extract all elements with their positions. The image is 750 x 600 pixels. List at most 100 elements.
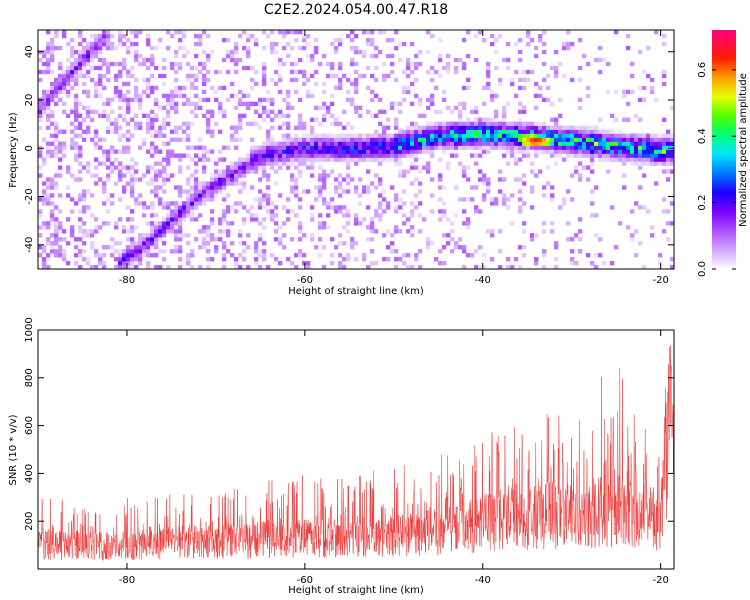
heatmap-cell	[270, 161, 275, 166]
heatmap-cell	[298, 117, 303, 122]
heatmap-cell	[394, 157, 399, 162]
heatmap-cell	[554, 69, 559, 75]
heatmap-cell	[542, 61, 547, 67]
heatmap-cell	[278, 165, 283, 170]
heatmap-cell	[326, 205, 331, 210]
heatmap-cell	[222, 213, 227, 218]
heatmap-cell	[158, 169, 163, 174]
heatmap-cell	[322, 117, 327, 122]
heatmap-cell	[538, 33, 543, 39]
heatmap-cell	[118, 217, 123, 222]
heatmap-cell	[178, 233, 183, 238]
heatmap-cell	[638, 49, 643, 55]
heatmap-cell	[230, 165, 235, 170]
heatmap-cell	[494, 37, 499, 43]
heatmap-cell	[578, 173, 583, 178]
heatmap-cell	[306, 157, 311, 162]
heatmap-cell	[518, 37, 523, 43]
heatmap-x-ticks: -80 -60 -40 -20	[119, 30, 669, 286]
heatmap-cell	[402, 201, 407, 206]
heatmap-cell	[82, 205, 87, 210]
heatmap-cell	[590, 213, 595, 218]
heatmap-cell	[326, 225, 331, 230]
heatmap-cell	[42, 161, 47, 166]
heatmap-cell	[202, 77, 207, 83]
heatmap-cell	[358, 105, 363, 111]
heatmap-cell	[122, 145, 127, 150]
heatmap-cell	[266, 141, 271, 146]
heatmap-cell	[302, 145, 307, 150]
heatmap-cell	[318, 189, 323, 194]
heatmap-cell	[334, 73, 339, 79]
heatmap-cell	[270, 125, 275, 130]
heatmap-cell	[146, 233, 151, 238]
heatmap-cell	[58, 45, 63, 51]
heatmap-cell	[346, 121, 351, 126]
heatmap-cell	[474, 153, 479, 158]
heatmap-cell	[514, 129, 519, 134]
heatmap-cell	[482, 37, 487, 43]
heatmap-cell	[438, 125, 443, 130]
heatmap-cell	[326, 105, 331, 111]
heatmap-cell	[230, 53, 235, 59]
heatmap-cell	[114, 61, 119, 67]
heatmap-cell	[190, 81, 195, 87]
heatmap-cell	[506, 265, 511, 270]
heatmap-cell	[574, 165, 579, 170]
heatmap-cell	[182, 189, 187, 194]
heatmap-cell	[170, 33, 175, 39]
heatmap-cell	[374, 229, 379, 234]
heatmap-cell	[494, 93, 499, 99]
heatmap-cell	[162, 257, 167, 262]
heatmap-cell	[578, 217, 583, 222]
heatmap-cell	[58, 97, 63, 103]
y-tick-label: 20	[24, 94, 35, 107]
heatmap-cell	[222, 169, 227, 174]
heatmap-cell	[354, 137, 359, 142]
heatmap-cell	[86, 93, 91, 99]
heatmap-cell	[654, 145, 659, 150]
heatmap-cell	[166, 97, 171, 103]
heatmap-cell	[454, 137, 459, 142]
heatmap-cell	[282, 205, 287, 210]
heatmap-cell	[490, 33, 495, 39]
heatmap-cell	[518, 157, 523, 162]
heatmap-cell	[138, 101, 143, 107]
heatmap-cell	[138, 245, 143, 250]
heatmap-cell	[246, 49, 251, 55]
heatmap-cell	[442, 133, 447, 138]
heatmap-cell	[262, 97, 267, 103]
x-tick-label: -40	[475, 575, 491, 586]
heatmap-cell	[398, 205, 403, 210]
heatmap-cell	[50, 217, 55, 222]
heatmap-cell	[522, 129, 527, 134]
heatmap-cell	[454, 121, 459, 126]
heatmap-cell	[130, 65, 135, 71]
heatmap-cell	[130, 185, 135, 190]
heatmap-cell	[374, 145, 379, 150]
heatmap-cell	[274, 149, 279, 154]
heatmap-cell	[326, 109, 331, 114]
heatmap-cell	[594, 129, 599, 134]
heatmap-cell	[54, 101, 59, 107]
heatmap-cell	[282, 245, 287, 250]
heatmap-cell	[638, 145, 643, 150]
heatmap-cell	[606, 157, 611, 162]
heatmap-cell	[370, 225, 375, 230]
heatmap-cell	[258, 237, 263, 242]
heatmap-cell	[82, 221, 87, 226]
heatmap-cell	[46, 201, 51, 206]
heatmap-cell	[378, 217, 383, 222]
heatmap-cell	[246, 209, 251, 214]
heatmap-cell	[598, 157, 603, 162]
heatmap-cell	[430, 77, 435, 83]
heatmap-cell	[178, 201, 183, 206]
heatmap-cell	[562, 45, 567, 51]
heatmap-cell	[110, 109, 115, 114]
heatmap-cell	[630, 61, 635, 67]
heatmap-cell	[450, 145, 455, 150]
heatmap-cell	[370, 53, 375, 59]
heatmap-cell	[538, 93, 543, 99]
heatmap-cell	[310, 173, 315, 178]
heatmap-cell	[458, 101, 463, 107]
